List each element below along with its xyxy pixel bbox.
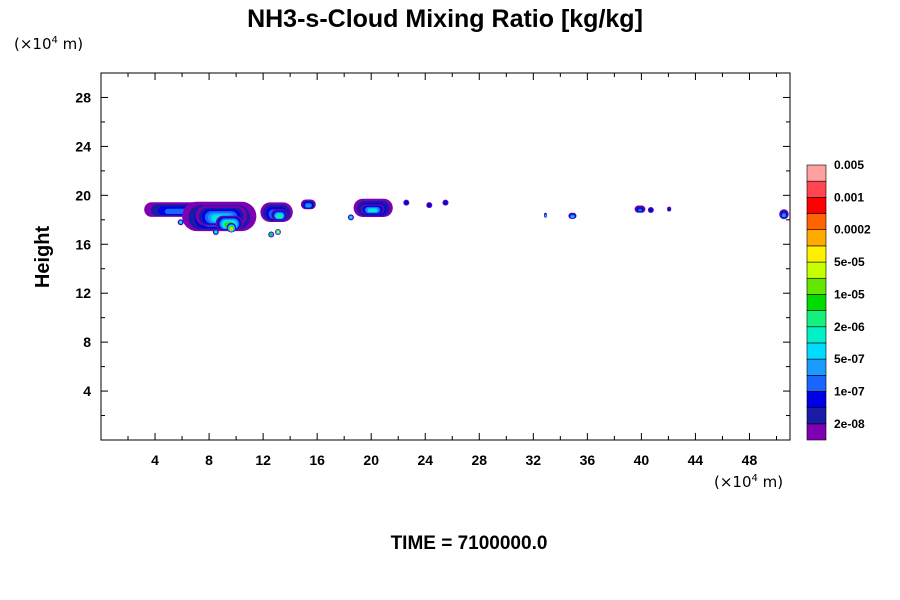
x-tick-label: 8 [205,452,213,468]
colorbar-swatch [806,245,827,263]
colorbar: 2e-08 1e-07 5e-07 2e-06 1e-05 5e-05 0.0002 0.00… [806,158,871,441]
colorbar-swatch [806,358,827,376]
colorbar-swatch [806,391,827,408]
x-tick-label: 12 [255,452,271,468]
cloud-cell [164,208,189,214]
x-tick-label: 40 [634,452,650,468]
colorbar-swatch [806,213,827,231]
colorbar-label: 0.005 [834,158,864,172]
colorbar-swatch [806,342,827,360]
cloud-speck-core [276,231,279,234]
y-tick-label: 8 [83,334,91,350]
colorbar-label: 1e-05 [834,287,865,301]
cloud-cell [369,209,376,213]
x-axis-unit-exponent: 4 [752,473,758,484]
x-tick-label: 20 [363,452,379,468]
cloud-speck-core [405,201,408,204]
cloud-speck-core [649,209,652,212]
cloud-cell [306,204,311,208]
colorbar-swatch [806,261,827,279]
y-axis-unit-exponent: 4 [52,35,58,46]
cloud-field [144,198,789,238]
cloud-speck-core [349,216,352,219]
cloud-speck-core [179,221,182,224]
colorbar-swatch [806,407,827,425]
colorbar-swatch [806,310,827,328]
x-axis-unit: (×104 m) [714,473,783,491]
colorbar-label: 1e-07 [834,385,865,399]
colorbar-label: 0.001 [834,190,864,204]
y-tick-label: 4 [83,383,91,399]
y-axis-label: Height [32,226,54,289]
y-tick-label: 12 [75,285,91,301]
y-axis-unit-tail: m) [58,35,83,53]
cloud-speck-core [270,233,273,236]
cloud-cell [782,213,786,217]
y-axis: 4 8 12 16 20 24 28 [75,89,790,417]
colorbar-label: 2e-08 [834,417,865,431]
chart-title: NH3-s-Cloud Mixing Ratio [kg/kg] [247,5,643,33]
y-tick-label: 28 [75,89,91,105]
cloud-cell [638,208,642,212]
colorbar-label: 5e-05 [834,255,865,269]
y-tick-label: 24 [75,138,91,154]
x-tick-label: 28 [471,452,487,468]
plot-frame [100,72,791,441]
x-tick-label: 24 [417,452,433,468]
cloud-speck-core [214,231,217,234]
x-axis: 4 8 12 16 20 24 28 32 36 40 44 48 [127,73,777,468]
x-tick-label: 44 [688,452,704,468]
cloud-cell [571,215,574,218]
colorbar-swatch [806,197,827,214]
cloud-speck-core [444,201,447,204]
cloud-cell [668,208,670,211]
colorbar-swatch [806,277,827,295]
y-tick-label: 16 [75,236,91,252]
time-label: TIME = 7100000.0 [391,533,548,554]
x-tick-label: 16 [309,452,325,468]
colorbar-label: 0.0002 [834,223,871,237]
colorbar-label: 5e-07 [834,352,865,366]
x-tick-label: 36 [580,452,596,468]
cloud-speck-core [428,204,431,207]
x-tick-label: 4 [151,452,159,468]
x-tick-label: 32 [526,452,542,468]
y-tick-label: 20 [75,187,91,203]
colorbar-swatch [806,164,827,182]
colorbar-label: 2e-06 [834,320,865,334]
colorbar-swatch [806,294,827,311]
colorbar-swatch [806,229,827,247]
cloud-cell [545,215,547,217]
colorbar-swatch [806,374,827,392]
colorbar-swatch [806,180,827,198]
colorbar-swatch [806,423,827,441]
colorbar-swatch [806,326,827,344]
y-axis-unit-base: (×10 [14,35,52,53]
cloud-cell [277,215,282,218]
x-axis-unit-tail: m) [758,473,783,491]
x-axis-unit-base: (×10 [714,473,752,491]
y-axis-unit: (×104 m) [14,35,83,53]
x-tick-label: 48 [742,452,758,468]
cloud-cell [230,228,233,231]
